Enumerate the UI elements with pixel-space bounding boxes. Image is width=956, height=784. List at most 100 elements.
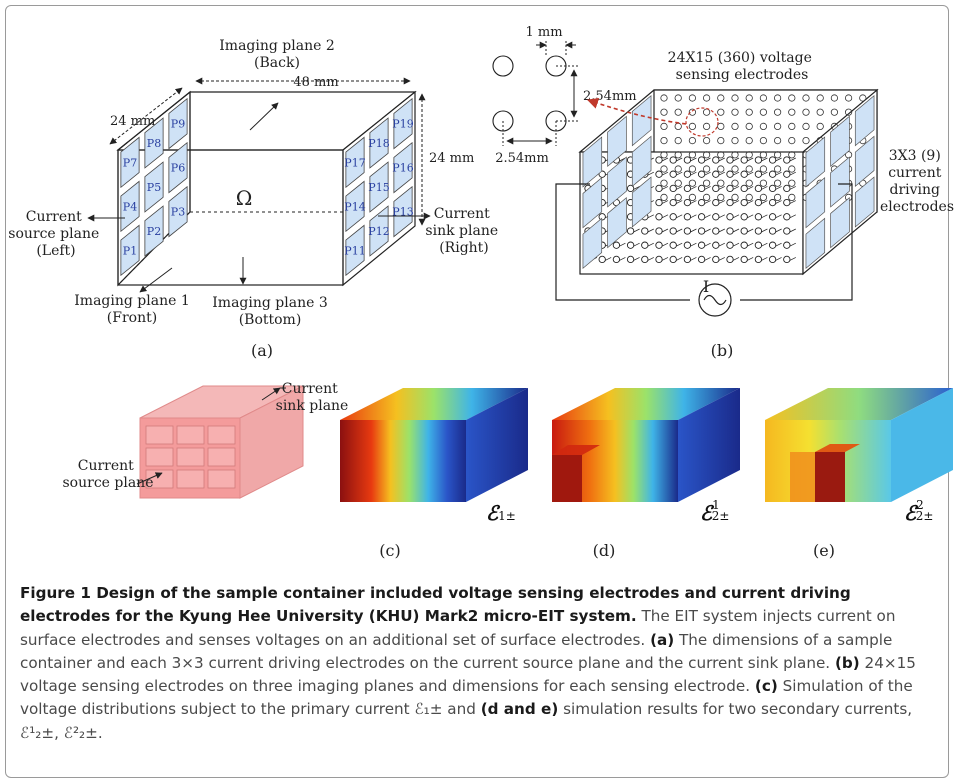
sensing-electrode bbox=[688, 137, 697, 145]
sensing-electrode bbox=[754, 241, 763, 249]
model-electrode bbox=[176, 469, 205, 489]
sensing-electrode bbox=[759, 122, 768, 131]
sensing-electrode bbox=[802, 137, 810, 145]
sensing-lead bbox=[690, 157, 697, 162]
sensing-electrode bbox=[802, 94, 810, 102]
driving-electrode bbox=[854, 94, 875, 147]
electrode-pad bbox=[393, 185, 413, 238]
sensing-lead bbox=[761, 171, 768, 176]
sensing-electrode bbox=[612, 241, 621, 249]
sensing-lead bbox=[690, 228, 697, 233]
sensing-electrode bbox=[740, 241, 748, 249]
sensing-lead bbox=[690, 214, 697, 219]
sensing-electrode bbox=[702, 165, 711, 173]
sensing-electrode bbox=[759, 94, 768, 102]
electrode-pad bbox=[369, 117, 389, 169]
sensing-lead bbox=[619, 242, 626, 247]
sensing-electrode bbox=[688, 165, 697, 173]
sensing-electrode bbox=[683, 227, 692, 235]
electrode-pad bbox=[168, 185, 188, 238]
panel-e-label: (e) bbox=[813, 541, 835, 560]
sensing-electrode bbox=[726, 184, 734, 193]
panel-c-symbol: ℰ1± bbox=[486, 501, 516, 525]
dim-254-horiz-label: 2.54mm bbox=[495, 151, 549, 166]
sensing-electrode bbox=[655, 156, 663, 164]
b-sink-electrodes bbox=[805, 94, 875, 270]
sensing-electrode bbox=[783, 184, 791, 193]
sensing-electrode bbox=[759, 165, 768, 173]
sensing-electrode bbox=[655, 170, 663, 178]
sensing-electrode bbox=[674, 193, 682, 201]
imaging-plane-2-label: Imaging plane 2 bbox=[219, 38, 334, 54]
sensing-lead bbox=[775, 186, 782, 190]
electrode-pad bbox=[120, 224, 140, 277]
sensing-electrode bbox=[674, 108, 682, 116]
sensing-electrode bbox=[844, 94, 853, 102]
sensing-lead bbox=[775, 214, 782, 219]
sensing-electrodes-label: 24X15 (360) voltage sensing electrodes bbox=[668, 50, 817, 83]
electrode-label: P5 bbox=[147, 181, 161, 194]
caption-end: . bbox=[97, 723, 103, 742]
sensing-electrode bbox=[655, 184, 663, 193]
model-electrode bbox=[207, 469, 236, 489]
sensing-electrode bbox=[745, 179, 753, 187]
imaging-plane-1-sub: (Front) bbox=[107, 310, 157, 326]
highlight-arrow bbox=[586, 98, 687, 125]
sensing-lead bbox=[732, 157, 740, 162]
sensing-electrode bbox=[669, 213, 677, 221]
sensing-electrode bbox=[717, 137, 725, 145]
sensing-electrode bbox=[712, 227, 720, 235]
sensing-lead bbox=[789, 242, 796, 247]
sensing-lead bbox=[690, 257, 697, 261]
sensing-lead bbox=[789, 186, 796, 190]
sensing-electrode bbox=[768, 227, 777, 235]
electrode-pad bbox=[345, 180, 365, 233]
sensing-electrode bbox=[830, 108, 839, 116]
sensing-lead bbox=[761, 214, 768, 219]
sensing-electrode bbox=[816, 94, 824, 102]
sensing-lead bbox=[718, 171, 725, 176]
electrode-label: P1 bbox=[123, 244, 137, 257]
sensing-electrode bbox=[816, 122, 824, 131]
sensing-lead bbox=[633, 242, 640, 247]
driving-electrode bbox=[830, 156, 850, 208]
caption-a-tag: (a) bbox=[650, 630, 675, 649]
sensing-electrode bbox=[788, 165, 796, 173]
sensing-electrode bbox=[655, 255, 663, 264]
sensing-electrode bbox=[702, 193, 711, 201]
sensing-electrode bbox=[697, 184, 706, 193]
sensing-electrode bbox=[726, 170, 734, 178]
sensing-lead bbox=[761, 228, 768, 233]
driving-electrode bbox=[805, 217, 826, 270]
sensing-lead bbox=[647, 171, 654, 176]
sensing-electrode bbox=[783, 156, 791, 164]
sensing-lead bbox=[704, 157, 711, 162]
dim-lines-b bbox=[502, 41, 580, 146]
driving-electrodes-label: 3X3 (9) current driving electrodes bbox=[880, 148, 954, 215]
panel-e-symbol: ℰ2 2± bbox=[904, 498, 933, 525]
sensing-electrode bbox=[660, 179, 668, 187]
sensing-lead bbox=[789, 214, 796, 219]
sensing-electrode bbox=[655, 213, 663, 221]
sensing-electrode bbox=[688, 108, 697, 116]
sensing-lead bbox=[747, 228, 754, 233]
sensing-lead bbox=[661, 200, 669, 204]
electrode-label: P17 bbox=[344, 156, 365, 169]
sensing-lead bbox=[789, 171, 796, 176]
caption-de-text: simulation results for two secondary cur… bbox=[558, 700, 913, 719]
sensing-electrode bbox=[768, 255, 777, 264]
sensing-lead bbox=[747, 157, 754, 162]
panel-d-label: (d) bbox=[593, 541, 616, 560]
sensing-electrode bbox=[816, 108, 824, 116]
sensing-electrode bbox=[745, 165, 753, 173]
sensing-electrode bbox=[726, 241, 734, 249]
sensing-electrode bbox=[754, 227, 763, 235]
sensing-electrode bbox=[768, 198, 777, 207]
electrode-pad bbox=[120, 180, 140, 233]
panel-c-simulation: ℰ1± (c) bbox=[340, 388, 528, 560]
sensing-electrode bbox=[740, 227, 748, 235]
sensing-lead bbox=[661, 186, 669, 190]
